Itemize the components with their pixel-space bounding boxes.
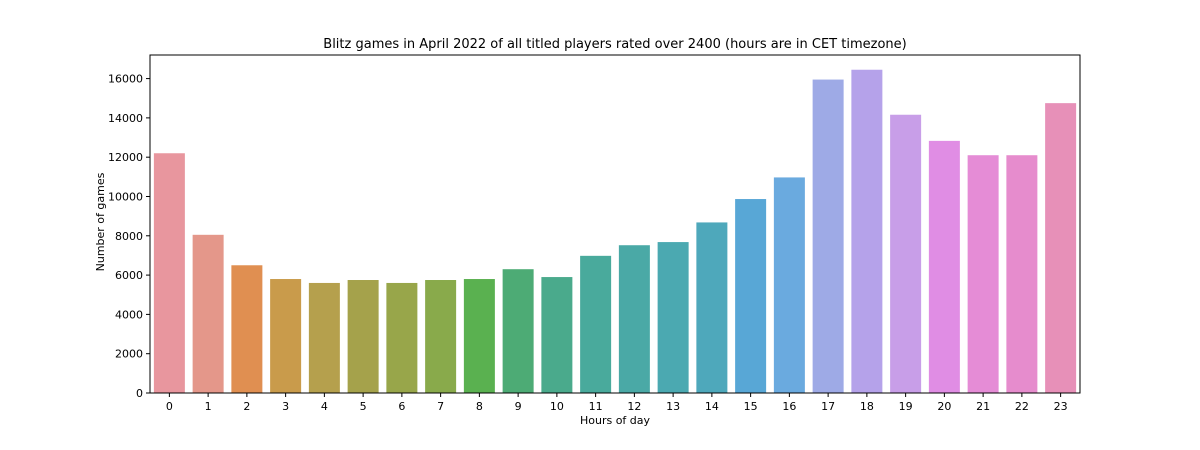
y-axis: 0 2000 4000 6000 8000 10000 12000 14000 16000 bbox=[108, 73, 150, 400]
x-tick-label: 20 bbox=[937, 400, 951, 413]
bar-hour-22 bbox=[1006, 155, 1038, 393]
x-axis-label: Hours of day bbox=[580, 414, 651, 427]
x-tick-label: 3 bbox=[282, 400, 289, 413]
x-tick-label: 14 bbox=[705, 400, 719, 413]
bar-hour-10 bbox=[541, 277, 573, 393]
bar-hour-14 bbox=[696, 222, 728, 393]
bar-hour-15 bbox=[735, 199, 767, 393]
x-tick-label: 21 bbox=[976, 400, 990, 413]
x-axis: 0 1 2 3 4 5 6 7 8 9 10 11 12 13 14 15 16 17 18 19 20 21 22 23 bbox=[166, 393, 1068, 413]
bar-hour-4 bbox=[308, 282, 340, 393]
x-tick-label: 18 bbox=[860, 400, 874, 413]
chart-title: Blitz games in April 2022 of all titled … bbox=[323, 37, 906, 52]
x-tick-label: 19 bbox=[899, 400, 913, 413]
x-tick-label: 16 bbox=[782, 400, 796, 413]
y-tick-label: 0 bbox=[136, 387, 143, 400]
x-tick-label: 10 bbox=[550, 400, 564, 413]
bar-hour-5 bbox=[347, 280, 379, 393]
bar-hour-18 bbox=[851, 69, 883, 393]
bar-hour-16 bbox=[773, 177, 805, 393]
bar-hour-21 bbox=[967, 155, 999, 393]
x-tick-label: 2 bbox=[243, 400, 250, 413]
y-tick-label: 10000 bbox=[108, 190, 143, 203]
bar-hour-0 bbox=[153, 153, 185, 393]
y-tick-label: 12000 bbox=[108, 151, 143, 164]
bar-hour-8 bbox=[463, 279, 495, 393]
x-tick-label: 13 bbox=[666, 400, 680, 413]
bar-hour-3 bbox=[270, 279, 302, 393]
bar-hour-7 bbox=[425, 280, 457, 393]
bar-hour-6 bbox=[386, 282, 418, 393]
y-tick-label: 8000 bbox=[115, 230, 143, 243]
x-tick-label: 22 bbox=[1015, 400, 1029, 413]
x-tick-label: 17 bbox=[821, 400, 835, 413]
bar-hour-12 bbox=[618, 245, 650, 393]
bars-group bbox=[153, 69, 1077, 393]
bar-hour-11 bbox=[580, 255, 612, 393]
x-tick-label: 7 bbox=[437, 400, 444, 413]
y-tick-label: 16000 bbox=[108, 73, 143, 86]
x-tick-label: 23 bbox=[1054, 400, 1068, 413]
x-tick-label: 8 bbox=[476, 400, 483, 413]
x-tick-label: 4 bbox=[321, 400, 328, 413]
x-tick-label: 6 bbox=[398, 400, 405, 413]
x-tick-label: 11 bbox=[589, 400, 603, 413]
y-tick-label: 2000 bbox=[115, 348, 143, 361]
bar-hour-1 bbox=[192, 234, 224, 393]
y-tick-label: 14000 bbox=[108, 112, 143, 125]
bar-hour-9 bbox=[502, 269, 534, 393]
bar-hour-2 bbox=[231, 265, 263, 393]
y-tick-label: 4000 bbox=[115, 308, 143, 321]
x-tick-label: 0 bbox=[166, 400, 173, 413]
plot-frame bbox=[149, 54, 1081, 394]
y-tick-label: 6000 bbox=[115, 269, 143, 282]
x-tick-label: 15 bbox=[744, 400, 758, 413]
x-tick-label: 9 bbox=[515, 400, 522, 413]
bar-hour-20 bbox=[928, 140, 960, 393]
x-tick-label: 1 bbox=[205, 400, 212, 413]
x-tick-label: 12 bbox=[627, 400, 641, 413]
bar-hour-23 bbox=[1045, 103, 1077, 393]
bar-hour-17 bbox=[812, 79, 844, 393]
bar-hour-19 bbox=[890, 114, 922, 393]
x-tick-label: 5 bbox=[360, 400, 367, 413]
bar-hour-13 bbox=[657, 242, 689, 393]
y-axis-label: Number of games bbox=[94, 172, 107, 271]
